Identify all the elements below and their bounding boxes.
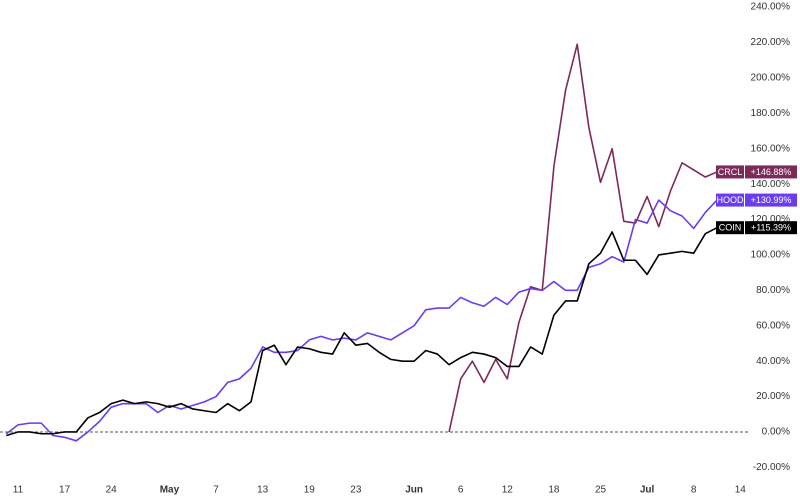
y-tick-label: 80.00%: [756, 285, 790, 296]
y-tick-label: 220.00%: [751, 37, 791, 48]
x-tick-label: Jun: [405, 485, 423, 496]
x-tick-label: 17: [59, 485, 71, 496]
x-tick-label: 19: [304, 485, 316, 496]
y-tick-label: 20.00%: [756, 391, 790, 402]
y-tick-label: 200.00%: [751, 73, 791, 84]
value-label: +115.39%: [751, 223, 791, 233]
badge-name-box: [716, 221, 744, 235]
legend-label: CRCL: [718, 167, 743, 177]
legend-label: COIN: [719, 223, 742, 233]
y-tick-label: 140.00%: [751, 179, 791, 190]
y-tick-label: 0.00%: [762, 427, 790, 438]
x-tick-label: May: [160, 485, 180, 496]
x-tick-label: 24: [106, 485, 118, 496]
legend-label: HOOD: [717, 195, 745, 205]
badge-value-box: [745, 165, 797, 179]
y-tick-label: 40.00%: [756, 356, 790, 367]
x-tick-label: Jul: [640, 485, 655, 496]
badge-name-box: [716, 165, 744, 179]
x-tick-label: 13: [257, 485, 269, 496]
line: [5, 199, 718, 442]
value-label: +130.99%: [751, 195, 792, 205]
x-tick-label: 8: [691, 485, 697, 496]
x-tick-label: 14: [735, 485, 747, 496]
y-tick-label: -20.00%: [753, 462, 790, 473]
y-tick-label: 120.00%: [751, 214, 791, 225]
y-tick-label: 180.00%: [751, 108, 791, 119]
y-tick-label: 100.00%: [751, 250, 791, 261]
badge-value-box: [745, 221, 797, 235]
y-tick-label: 60.00%: [756, 320, 790, 331]
y-tick-label: 160.00%: [751, 143, 791, 154]
badge-value-box: [745, 193, 797, 207]
line: [448, 43, 718, 433]
x-tick-label: 6: [458, 485, 464, 496]
x-tick-label: 11: [13, 485, 24, 496]
x-tick-label: 23: [350, 485, 362, 496]
line: [6, 226, 718, 437]
x-tick-label: 12: [502, 485, 514, 496]
x-tick-label: 18: [548, 485, 560, 496]
value-label: +146.88%: [751, 167, 792, 177]
badge-name-box: [716, 193, 744, 207]
y-tick-label: 240.00%: [751, 2, 791, 13]
x-tick-label: 7: [213, 485, 219, 496]
x-tick-label: 25: [595, 485, 607, 496]
